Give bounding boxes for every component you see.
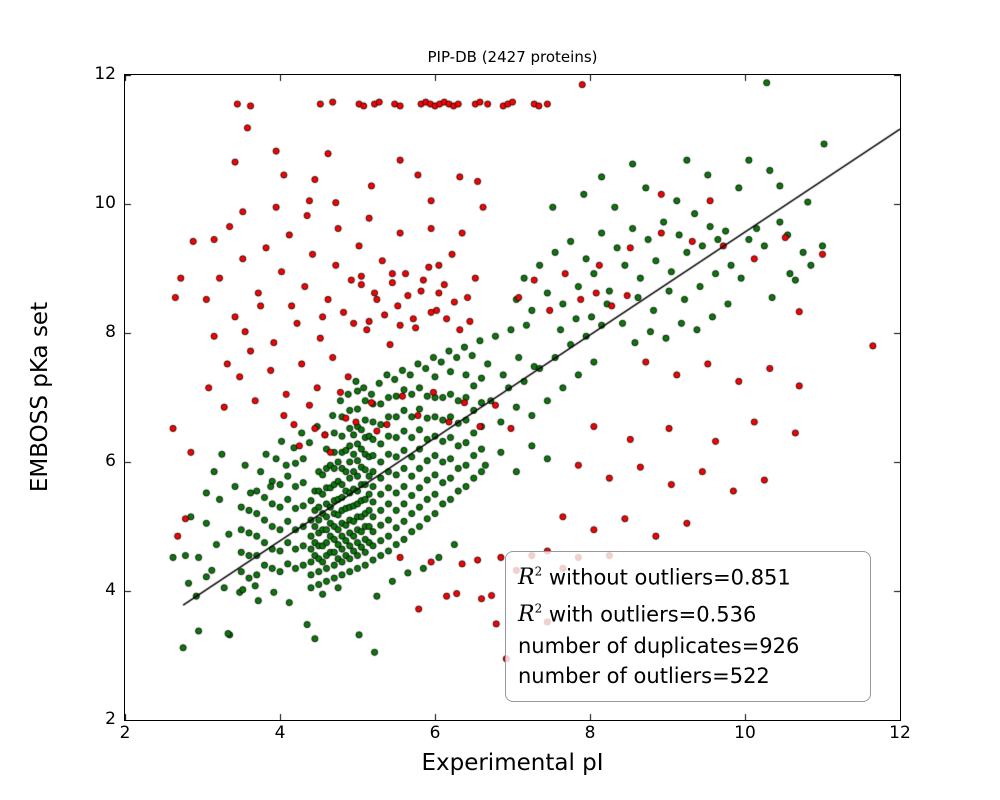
y-tick-label: 6 [105,451,116,471]
stats-line: number of duplicates=926 [518,631,858,662]
chart-title: PIP-DB (2427 proteins) [427,48,598,66]
y-tick-label: 12 [94,64,116,84]
x-tick-label: 12 [889,723,911,743]
x-tick-label: 4 [274,723,286,743]
x-axis-label: Experimental pI [421,750,604,776]
stats-line: R2 without outliers=0.851 [518,557,858,594]
x-tick-label: 8 [584,723,596,743]
stats-line: R2 with outliers=0.536 [518,594,858,631]
x-tick-label: 10 [734,723,756,743]
y-tick-label: 4 [105,580,116,600]
y-axis-label: EMBOSS pKa set [27,301,53,493]
r-squared-symbol: R2 [518,565,543,591]
stats-line-text: number of outliers=522 [518,664,770,689]
stats-line-text: number of duplicates=926 [518,633,800,658]
r-squared-symbol: R2 [518,601,543,628]
y-tick-label: 8 [105,322,116,342]
y-tick-label: 10 [94,193,116,213]
stats-annotation-box: R2 without outliers=0.851 R2 with outlier… [505,551,871,702]
stats-line: number of outliers=522 [518,661,858,692]
y-tick-label: 2 [105,709,116,729]
stats-line-text: without outliers=0.851 [542,565,791,590]
x-tick-label: 2 [119,723,131,743]
x-tick-label: 6 [429,723,441,743]
stats-line-text: with outliers=0.536 [542,602,757,627]
